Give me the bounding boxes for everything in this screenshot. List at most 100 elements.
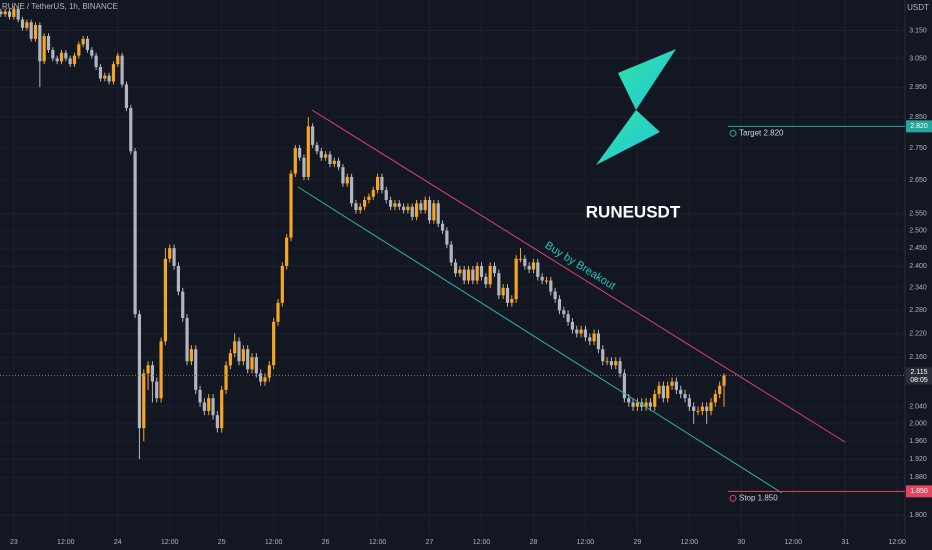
y-tick-label: 2.500 — [909, 227, 927, 234]
candle-body — [280, 265, 284, 303]
candle-body — [644, 402, 648, 407]
candle-body — [722, 375, 726, 386]
candle-body — [471, 269, 475, 281]
logo-bottom — [596, 110, 660, 165]
x-tick-label: 12:00 — [57, 539, 75, 546]
candle-body — [298, 148, 302, 158]
candle-body — [566, 314, 570, 322]
target-axis-label: 2.820 — [910, 123, 928, 130]
candle-body — [440, 223, 445, 231]
candle-body — [254, 357, 258, 374]
candle-body — [718, 385, 722, 395]
candle-body — [605, 361, 609, 363]
candle-body — [3, 11, 7, 15]
candle-body — [42, 36, 46, 62]
candle-body — [289, 173, 293, 238]
candle-body — [337, 160, 341, 168]
stop-label: Stop 1.850 — [739, 493, 778, 502]
candle-body — [488, 265, 492, 285]
candle-body — [596, 333, 601, 350]
candle-body — [553, 291, 557, 300]
candle-body — [332, 160, 336, 164]
grid — [0, 0, 905, 535]
x-tick-label: 12:00 — [265, 539, 283, 546]
candle-body — [246, 349, 250, 370]
candle-body — [466, 269, 471, 281]
candle-body — [484, 276, 488, 285]
candle-body — [666, 385, 670, 399]
candle-body — [185, 318, 189, 362]
candle-body — [146, 365, 150, 374]
candle-body — [527, 265, 531, 270]
y-tick-label: 2.850 — [909, 114, 927, 121]
y-tick-label: 2.340 — [909, 285, 927, 292]
candle-body — [505, 287, 510, 303]
candle-body — [233, 341, 237, 354]
candle-body — [375, 176, 380, 191]
y-tick-label: 2.220 — [909, 330, 927, 337]
candle-body — [492, 265, 497, 274]
candle-body — [51, 49, 55, 59]
y-tick-label: 1.800 — [909, 512, 927, 519]
candle-body — [544, 280, 549, 282]
candle-body — [510, 299, 514, 303]
candle-body — [311, 126, 315, 145]
last-price-box — [906, 367, 932, 385]
candle-body — [436, 203, 440, 224]
countdown: 08:05 — [910, 377, 928, 384]
y-tick-label: 2.550 — [909, 210, 927, 217]
candle-body — [163, 258, 168, 342]
candle-body — [194, 349, 198, 390]
candle-body — [90, 49, 94, 56]
y-tick-label: 1.960 — [909, 438, 927, 445]
candle-body — [215, 415, 219, 429]
candle-body — [414, 203, 419, 217]
candle-body — [198, 389, 202, 403]
candle-body — [272, 321, 276, 366]
candle-body — [696, 410, 700, 412]
candle-body — [181, 291, 185, 319]
brand: RUNEUSDT — [586, 202, 681, 221]
candle-body — [155, 381, 159, 399]
y-tick-label: 2.950 — [909, 84, 927, 91]
candle-body — [497, 273, 501, 296]
y-tick-label: 2.400 — [909, 263, 927, 270]
candle-body — [618, 361, 622, 374]
stop-axis-box — [906, 485, 932, 498]
candle-body — [29, 22, 33, 39]
y-tick-label: 2.750 — [909, 145, 927, 152]
stop-axis-label: 1.850 — [910, 488, 928, 495]
x-tick-label: 24 — [114, 539, 122, 546]
support-line — [297, 186, 783, 494]
candle-body — [380, 176, 384, 191]
candle-body — [622, 373, 627, 399]
candle-body — [570, 321, 575, 330]
candle-body — [241, 349, 245, 362]
candle-body — [479, 265, 484, 277]
target-icon — [729, 129, 737, 137]
candle-body — [453, 262, 458, 274]
y-tick-label: 2.000 — [909, 421, 927, 428]
candle-body — [259, 373, 263, 382]
candle-body — [306, 126, 310, 177]
candle-body — [393, 203, 397, 207]
candle-body — [713, 394, 717, 403]
candles — [0, 6, 726, 460]
candle-body — [423, 199, 427, 211]
candle-body — [168, 248, 172, 259]
y-tick-label: 2.040 — [909, 404, 927, 411]
candle-body — [224, 365, 228, 390]
candle-body — [142, 373, 146, 429]
x-tick-label: 27 — [426, 539, 434, 546]
candle-body — [427, 199, 432, 221]
candle-body — [679, 389, 683, 395]
logo-top — [618, 49, 676, 110]
candle-body — [384, 190, 388, 200]
candle-body — [237, 341, 241, 362]
candle-body — [592, 333, 596, 342]
resistance-line — [311, 109, 846, 443]
candle-body — [531, 262, 536, 270]
candle-body — [98, 67, 103, 79]
candle-body — [207, 398, 211, 411]
candle-body — [700, 406, 704, 411]
